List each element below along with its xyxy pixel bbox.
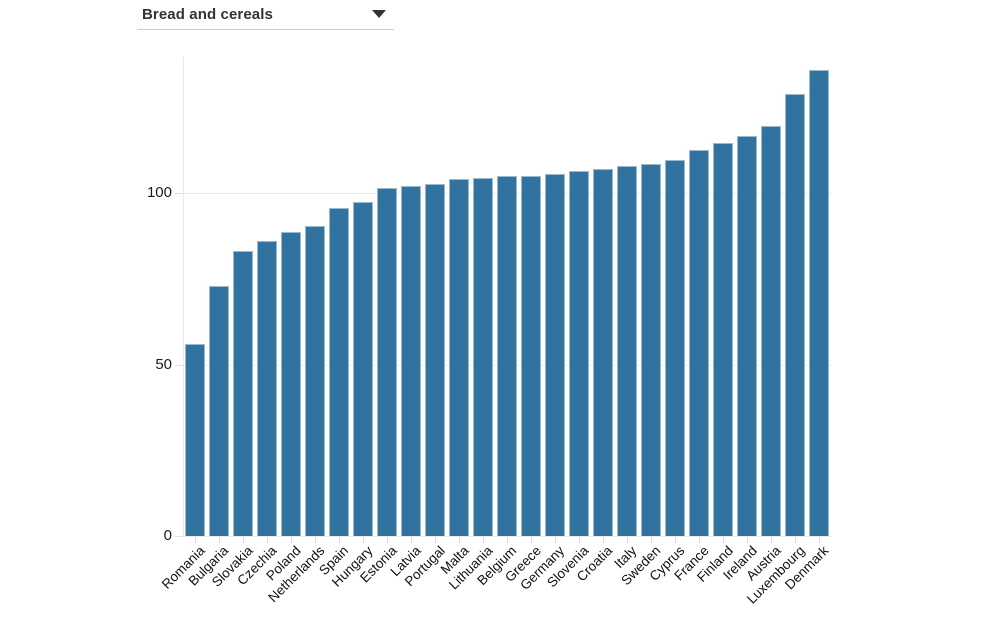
x-tick-malta [459,537,460,543]
bar-croatia[interactable] [593,168,613,536]
x-tick-belgium [507,537,508,543]
bar-austria[interactable] [761,126,781,536]
x-tick-netherlands [315,537,316,543]
x-tick-lithuania [483,537,484,543]
bar-belgium[interactable] [497,175,517,536]
x-tick-slovakia [243,537,244,543]
gridline-0 [183,536,832,537]
y-tick-100 [175,193,183,194]
x-tick-romania [195,537,196,543]
x-tick-portugal [435,537,436,543]
bar-germany[interactable] [545,174,565,536]
bar-hungary[interactable] [353,201,373,536]
bar-malta[interactable] [449,179,469,536]
x-tick-spain [339,537,340,543]
bar-slovenia[interactable] [569,170,589,536]
x-tick-latvia [411,537,412,543]
bar-netherlands[interactable] [305,225,325,536]
x-tick-germany [555,537,556,543]
x-tick-croatia [603,537,604,543]
caret-down-icon [372,10,386,18]
y-axis-line [183,57,184,536]
bar-cyprus[interactable] [665,160,685,536]
x-tick-denmark [819,537,820,543]
bar-luxembourg[interactable] [785,93,805,536]
x-tick-poland [291,537,292,543]
y-tick-0 [175,536,183,537]
bar-spain[interactable] [329,208,349,536]
x-tick-cyprus [675,537,676,543]
bar-finland[interactable] [713,143,733,536]
x-tick-luxembourg [795,537,796,543]
y-axis-label-50: 50 [155,355,172,373]
bar-lithuania[interactable] [473,177,493,536]
category-dropdown-label: Bread and cereals [142,5,273,23]
bar-portugal[interactable] [425,184,445,536]
bar-sweden[interactable] [641,163,661,536]
bar-latvia[interactable] [401,186,421,536]
category-dropdown[interactable]: Bread and cereals [137,1,394,30]
x-tick-hungary [363,537,364,543]
x-tick-czechia [267,537,268,543]
bar-romania[interactable] [185,343,205,536]
bar-estonia[interactable] [377,187,397,536]
bar-czechia[interactable] [257,241,277,536]
x-tick-finland [723,537,724,543]
bar-ireland[interactable] [737,136,757,536]
bar-denmark[interactable] [809,69,829,536]
bar-bulgaria[interactable] [209,285,229,536]
y-axis-label-0: 0 [163,527,172,544]
x-tick-italy [627,537,628,543]
x-tick-austria [771,537,772,543]
bar-italy[interactable] [617,165,637,536]
x-tick-greece [531,537,532,543]
bar-slovakia[interactable] [233,251,253,536]
bar-poland[interactable] [281,232,301,536]
x-tick-france [699,537,700,543]
y-axis-label-100: 100 [146,184,172,201]
x-tick-ireland [747,537,748,543]
y-tick-50 [175,364,183,366]
x-tick-bulgaria [219,537,220,543]
x-tick-estonia [387,537,388,543]
x-tick-slovenia [579,537,580,543]
bar-greece[interactable] [521,175,541,536]
bar-france[interactable] [689,150,709,536]
x-tick-sweden [651,537,652,543]
